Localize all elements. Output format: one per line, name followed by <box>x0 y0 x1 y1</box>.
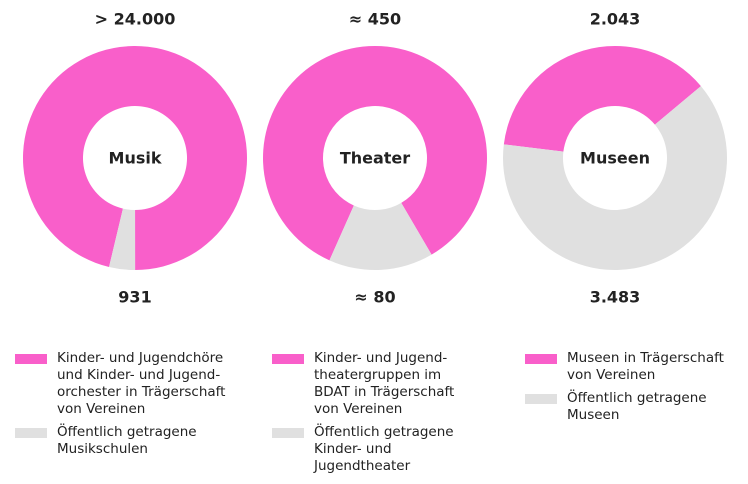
legend: Kinder- und Jugendchöre und Kinder- und … <box>15 350 255 464</box>
charts: > 24.000 931 Musik ≈ 450 ≈ 80 Theater 2.043 3.4… <box>23 10 728 307</box>
legend-swatch <box>272 354 304 364</box>
legend-text: Öffentlich getragene Musikschulen <box>57 424 197 457</box>
legend: Kinder- und Jugend- theatergruppen im BD… <box>272 350 512 481</box>
value-label: 2.043 <box>590 10 641 29</box>
legend-swatch <box>272 428 304 438</box>
legend-item: Kinder- und Jugendchöre und Kinder- und … <box>15 350 255 418</box>
legend-item: Öffentlich getragene Museen <box>525 390 748 424</box>
value-label: 931 <box>118 288 151 307</box>
legend: Museen in Trägerschaft von Vereinen Öffen… <box>525 350 748 430</box>
legend-text: Kinder- und Jugendchöre und Kinder- und … <box>57 350 226 417</box>
legend-text: Öffentlich getragene Museen <box>567 390 707 423</box>
legend-item: Museen in Trägerschaft von Vereinen <box>525 350 748 384</box>
legend-item: Öffentlich getragene Kinder- und Jugendt… <box>272 424 512 475</box>
legend-swatch <box>15 428 47 438</box>
value-label: 3.483 <box>590 288 641 307</box>
center-label: Theater <box>340 149 410 168</box>
legend-text: Museen in Trägerschaft von Vereinen <box>567 350 724 383</box>
donut-slice <box>263 45 488 261</box>
center-label: Musik <box>109 149 162 168</box>
legend-swatch <box>525 394 557 404</box>
legend-text: Kinder- und Jugend- theatergruppen im BD… <box>314 350 455 417</box>
donut-slice <box>109 208 136 270</box>
donut-slice <box>329 202 432 270</box>
value-label: > 24.000 <box>95 10 176 29</box>
value-label: ≈ 450 <box>349 10 401 29</box>
center-label: Museen <box>580 149 650 168</box>
legend-item: Öffentlich getragene Musikschulen <box>15 424 255 458</box>
legend-text: Öffentlich getragene Kinder- und Jugendt… <box>314 424 454 474</box>
legend-swatch <box>525 354 557 364</box>
value-label: ≈ 80 <box>354 288 395 307</box>
legend-swatch <box>15 354 47 364</box>
donut-slice <box>503 86 728 271</box>
legend-item: Kinder- und Jugend- theatergruppen im BD… <box>272 350 512 418</box>
donut-slice <box>23 46 247 270</box>
donut-slice <box>503 46 701 152</box>
